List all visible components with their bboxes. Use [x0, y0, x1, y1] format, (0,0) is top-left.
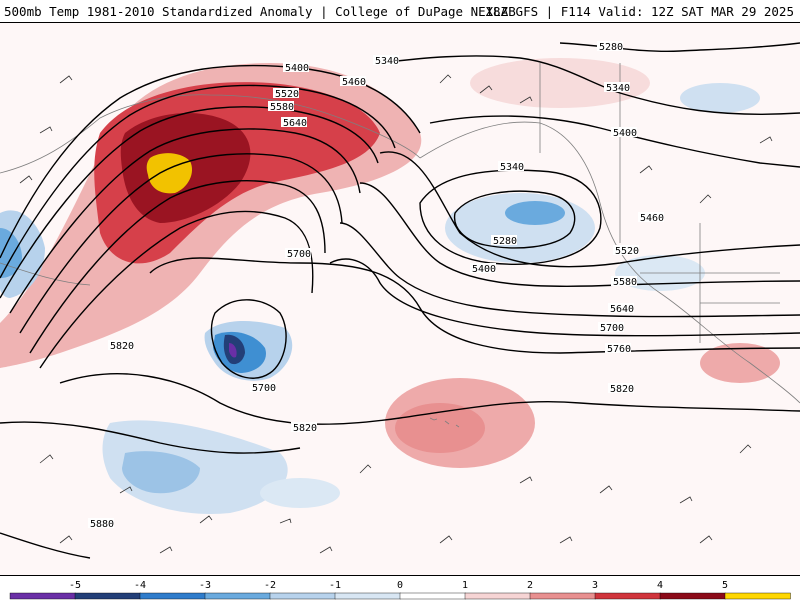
colorbar-tick-label: 5	[722, 580, 728, 591]
colorbar-segment	[9, 592, 76, 600]
colorbar-tick-label: -2	[264, 580, 276, 591]
colorbar-ticks: -5 -4 -3 -2 -1 0 1 2 3 4 5	[69, 580, 728, 591]
colorbar-tick-label: 2	[527, 580, 533, 591]
colorbar-segment	[464, 592, 531, 600]
colorbar-segment	[204, 592, 271, 600]
contour-label: 5700	[252, 383, 276, 394]
contour-label: 5400	[285, 63, 309, 74]
weather-map: 5400 5460 5520 5580 5640 5340 5280 5340 …	[0, 23, 800, 575]
contour-label: 5460	[640, 213, 664, 224]
colorbar-tick-label: -5	[69, 580, 81, 591]
contour-label: 5520	[615, 246, 639, 257]
colorbar-tick-label: -4	[134, 580, 146, 591]
model-run-info: 18Z GFS | F114 Valid: 12Z SAT MAR 29 202…	[485, 4, 794, 19]
contour-label: 5520	[275, 89, 299, 100]
contour-label: 5640	[610, 304, 634, 315]
colorbar-tick-label: -3	[199, 580, 211, 591]
contour-label: 5460	[342, 77, 366, 88]
colorbar-tick-label: 0	[397, 580, 403, 591]
contour-label: 5640	[283, 118, 307, 129]
contour-label: 5820	[293, 423, 317, 434]
colorbar-tick-label: 4	[657, 580, 663, 591]
contour-label: 5880	[90, 519, 114, 530]
cool-anomaly-shading	[0, 83, 760, 514]
contour-label: 5700	[600, 323, 624, 334]
colorbar: -5 -4 -3 -2 -1 0 1 2 3 4 5	[0, 575, 800, 601]
colorbar-segment	[594, 592, 661, 600]
contour-label: 5760	[607, 344, 631, 355]
colorbar-segment	[724, 592, 791, 600]
colorbar-segment	[334, 592, 401, 600]
contour-label: 5340	[606, 83, 630, 94]
colorbar-segment	[659, 592, 726, 600]
contour-label: 5580	[270, 102, 294, 113]
colorbar-segments	[9, 592, 791, 600]
colorbar-tick-label: 3	[592, 580, 598, 591]
colorbar-segment	[529, 592, 596, 600]
wind-barbs	[19, 74, 773, 554]
contour-label: 5820	[110, 341, 134, 352]
contour-labels: 5400 5460 5520 5580 5640 5340 5280 5340 …	[88, 41, 664, 530]
contour-label: 5700	[287, 249, 311, 260]
colorbar-tick-label: 1	[462, 580, 468, 591]
colorbar-segment	[399, 592, 466, 600]
contour-label: 5280	[493, 236, 517, 247]
contour-label: 5580	[613, 277, 637, 288]
contour-label: 5400	[472, 264, 496, 275]
colorbar-segment	[139, 592, 206, 600]
contour-label: 5340	[500, 162, 524, 173]
title-bar: 500mb Temp 1981-2010 Standardized Anomal…	[0, 0, 800, 23]
colorbar-tick-label: -1	[329, 580, 341, 591]
colorbar-segment	[74, 592, 141, 600]
contour-label: 5820	[610, 384, 634, 395]
contour-label: 5280	[599, 42, 623, 53]
contour-label: 5400	[613, 128, 637, 139]
contour-label: 5340	[375, 56, 399, 67]
map-title: 500mb Temp 1981-2010 Standardized Anomal…	[4, 4, 516, 19]
colorbar-segment	[269, 592, 336, 600]
height-contours	[0, 42, 800, 559]
